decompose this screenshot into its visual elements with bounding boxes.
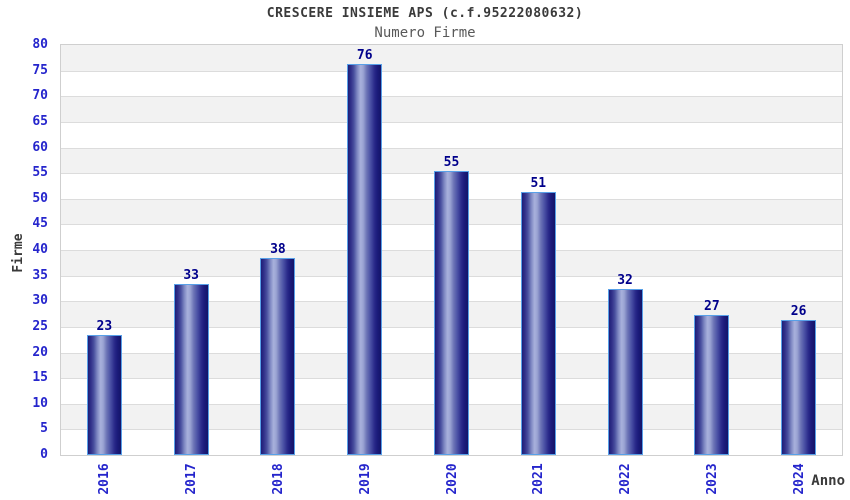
y-tick-label: 55 — [32, 165, 48, 181]
y-tick-label: 70 — [32, 88, 48, 104]
bar-value-label: 27 — [704, 298, 720, 314]
bar-2018 — [260, 258, 296, 455]
bar-value-label: 55 — [443, 155, 460, 171]
background-band — [61, 70, 842, 97]
y-tick-label: 45 — [32, 216, 48, 232]
y-tick-label: 5 — [40, 421, 48, 437]
background-band — [61, 45, 842, 71]
x-tick-label: 2022 — [617, 463, 633, 495]
y-tick-label: 30 — [32, 293, 48, 309]
y-tick-label: 20 — [32, 344, 48, 360]
bar-2024 — [781, 319, 817, 455]
y-tick-label: 0 — [40, 447, 48, 462]
plot-area: 23 33 38 76 55 51 32 27 26 — [60, 44, 843, 456]
y-tick-label: 60 — [32, 139, 48, 155]
x-tick-label: 2024 — [791, 463, 807, 495]
y-tick-label: 40 — [32, 242, 48, 257]
bar-2022 — [607, 289, 643, 455]
chart-subtitle: Numero Firme — [374, 25, 476, 41]
y-tick-label: 25 — [32, 318, 48, 334]
gridline — [61, 96, 842, 98]
bar-2017 — [173, 283, 209, 455]
y-tick-label: 35 — [32, 267, 48, 283]
gridline — [61, 121, 842, 123]
bar-value-label: 32 — [617, 273, 633, 288]
x-tick-label: 2017 — [183, 463, 199, 495]
bar-2021 — [520, 191, 556, 455]
y-tick-label: 10 — [32, 395, 48, 411]
x-tick-label: 2021 — [530, 463, 546, 495]
bar-2016 — [86, 335, 122, 455]
bar-value-label: 38 — [270, 242, 286, 258]
x-tick-label: 2018 — [270, 463, 286, 495]
bar-value-label: 26 — [790, 303, 807, 319]
x-tick-label: 2020 — [444, 463, 459, 495]
y-tick-label: 65 — [32, 113, 48, 129]
x-tick-label: 2019 — [357, 463, 373, 495]
bar-value-label: 76 — [356, 47, 373, 63]
x-tick-label: 2023 — [704, 463, 720, 495]
gridline — [61, 147, 842, 149]
bar-2019 — [347, 63, 383, 455]
bar-value-label: 33 — [183, 267, 199, 283]
background-band — [61, 147, 842, 174]
bar-value-label: 23 — [96, 319, 113, 335]
x-tick-label: 2016 — [96, 463, 112, 495]
x-axis-title: Anno — [811, 473, 845, 489]
gridline — [61, 70, 842, 72]
background-band — [61, 96, 842, 122]
bar-2020 — [434, 171, 469, 455]
background-band — [61, 121, 842, 148]
y-tick-label: 75 — [32, 62, 48, 78]
bar-2023 — [694, 314, 730, 455]
chart-title: CRESCERE INSIEME APS (c.f.95222080632) — [266, 6, 584, 21]
y-tick-label: 80 — [32, 37, 48, 52]
y-tick-label: 50 — [32, 190, 48, 206]
y-tick-label: 15 — [32, 370, 48, 386]
bar-value-label: 51 — [530, 175, 547, 191]
